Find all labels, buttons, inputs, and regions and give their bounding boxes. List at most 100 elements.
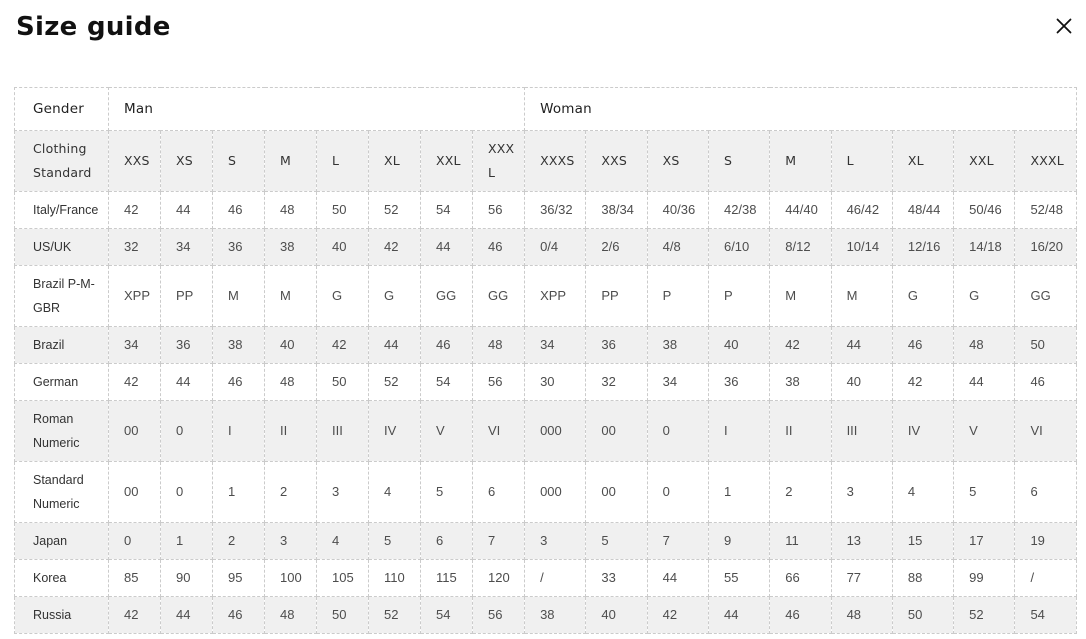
woman-size-cell: G [953,265,1016,327]
man-size-cell: M [264,265,317,327]
table-row: Roman Numeric 00 0 I II III IV V VI 000 00 0 I II III I… [14,400,1077,462]
woman-size-cell: 4/8 [646,228,709,266]
woman-size-cell: IV [891,400,955,462]
woman-size-cell: 0/4 [524,228,587,266]
man-size-cell: 44 [160,596,213,634]
man-size-cell: 34 [108,326,161,364]
man-size-cell: 110 [368,559,421,597]
woman-size-cell: 0 [646,400,709,462]
man-size-cell: 115 [420,559,473,597]
row-label: Russia [14,596,109,634]
woman-size-cell: 44 [953,363,1016,401]
woman-size-cell: 38 [524,596,587,634]
woman-size-cell: 6 [1014,461,1077,523]
man-size-cell: 56 [471,596,526,634]
woman-size-cell: 50 [1014,326,1077,364]
man-size-cell: 56 [471,363,526,401]
man-size-cell: 0 [160,400,213,462]
man-size-cell: 44 [160,363,213,401]
woman-size-cell: M [769,265,832,327]
man-size-cell: XPP [108,265,161,327]
woman-size-cell: 44/40 [769,191,832,229]
man-size-cell: 85 [108,559,161,597]
woman-size-cell: 2 [769,461,832,523]
woman-size-cell: 42/38 [707,191,771,229]
size-guide-table: Gender Man Woman Clothing Standard XXS XS S M L X… [14,87,1077,634]
woman-size-cell: 34 [646,363,709,401]
woman-size-cell: 42 [769,326,832,364]
man-size-cell: 5 [420,461,473,523]
man-size-cell: 00 [108,461,161,523]
table-row: Japan 0 1 2 3 4 5 6 7 3 5 7 9 11 13 15 17 19 [14,522,1077,560]
man-size-cell: M [212,265,265,327]
man-size-cell: GG [471,265,526,327]
man-size-cell: 38 [212,326,265,364]
woman-size-cell: VI [1014,400,1077,462]
man-size-cell: 1 [160,522,213,560]
man-size-cell: GG [420,265,473,327]
woman-size-cell: 10/14 [830,228,893,266]
man-size-cell: 46 [420,326,473,364]
woman-size-cell: 5 [585,522,648,560]
man-size-cell: 42 [368,228,421,266]
woman-size-header: XS [646,130,709,192]
woman-size-cell: 0 [646,461,709,523]
man-size-cell: 4 [316,522,369,560]
close-button[interactable] [1050,12,1078,40]
woman-size-cell: 2/6 [585,228,648,266]
man-size-cell: 100 [264,559,317,597]
table-row: German 42 44 46 48 50 52 54 56 30 32 34 36 38 40 42 44 46 [14,363,1077,401]
woman-size-cell: V [953,400,1016,462]
man-size-header: XXS [108,130,161,192]
man-size-cell: 42 [108,191,161,229]
clothing-standard-label: Clothing Standard [14,130,109,192]
woman-size-cell: / [524,559,587,597]
man-size-cell: 54 [420,596,473,634]
woman-size-cell: 16/20 [1014,228,1077,266]
woman-size-cell: 13 [830,522,893,560]
man-size-cell: 50 [316,191,369,229]
woman-size-cell: 44 [707,596,771,634]
table-row: Russia 42 44 46 48 50 52 54 56 38 40 42 44 46 48 50 52 54 [14,596,1077,634]
woman-size-cell: 38 [769,363,832,401]
woman-size-cell: 46 [1014,363,1077,401]
woman-size-cell: P [646,265,709,327]
man-size-cell: V [420,400,473,462]
woman-size-cell: 00 [585,400,648,462]
row-label: Brazil P-M-GBR [14,265,109,327]
man-size-header: XL [368,130,421,192]
row-label: US/UK [14,228,109,266]
man-size-cell: 44 [368,326,421,364]
woman-section-header: Woman [524,87,1077,131]
clothing-standard-row: Clothing Standard XXS XS S M L XL XXL XXXL XXXS XX… [14,130,1077,192]
woman-size-cell: 55 [707,559,771,597]
man-size-cell: 95 [212,559,265,597]
man-size-cell: 40 [264,326,317,364]
woman-size-header: XXS [585,130,648,192]
woman-size-header: S [707,130,771,192]
woman-size-cell: / [1014,559,1077,597]
man-size-cell: PP [160,265,213,327]
woman-size-cell: 12/16 [891,228,955,266]
woman-size-cell: 44 [646,559,709,597]
woman-size-cell: 99 [953,559,1016,597]
row-label: Italy/France [14,191,109,229]
woman-size-cell: 42 [891,363,955,401]
woman-size-cell: 36/32 [524,191,587,229]
row-label: Japan [14,522,109,560]
man-size-cell: 44 [420,228,473,266]
row-label: Brazil [14,326,109,364]
man-size-cell: 38 [264,228,317,266]
woman-size-cell: XPP [524,265,587,327]
man-size-cell: 54 [420,191,473,229]
woman-size-cell: 77 [830,559,893,597]
woman-size-header: XXXL [1014,130,1077,192]
woman-size-cell: 15 [891,522,955,560]
woman-size-cell: 32 [585,363,648,401]
woman-size-cell: 38/34 [585,191,648,229]
woman-size-cell: 6/10 [707,228,771,266]
woman-size-cell: I [707,400,771,462]
woman-size-cell: 40 [830,363,893,401]
woman-size-cell: 66 [769,559,832,597]
man-size-cell: 46 [212,191,265,229]
